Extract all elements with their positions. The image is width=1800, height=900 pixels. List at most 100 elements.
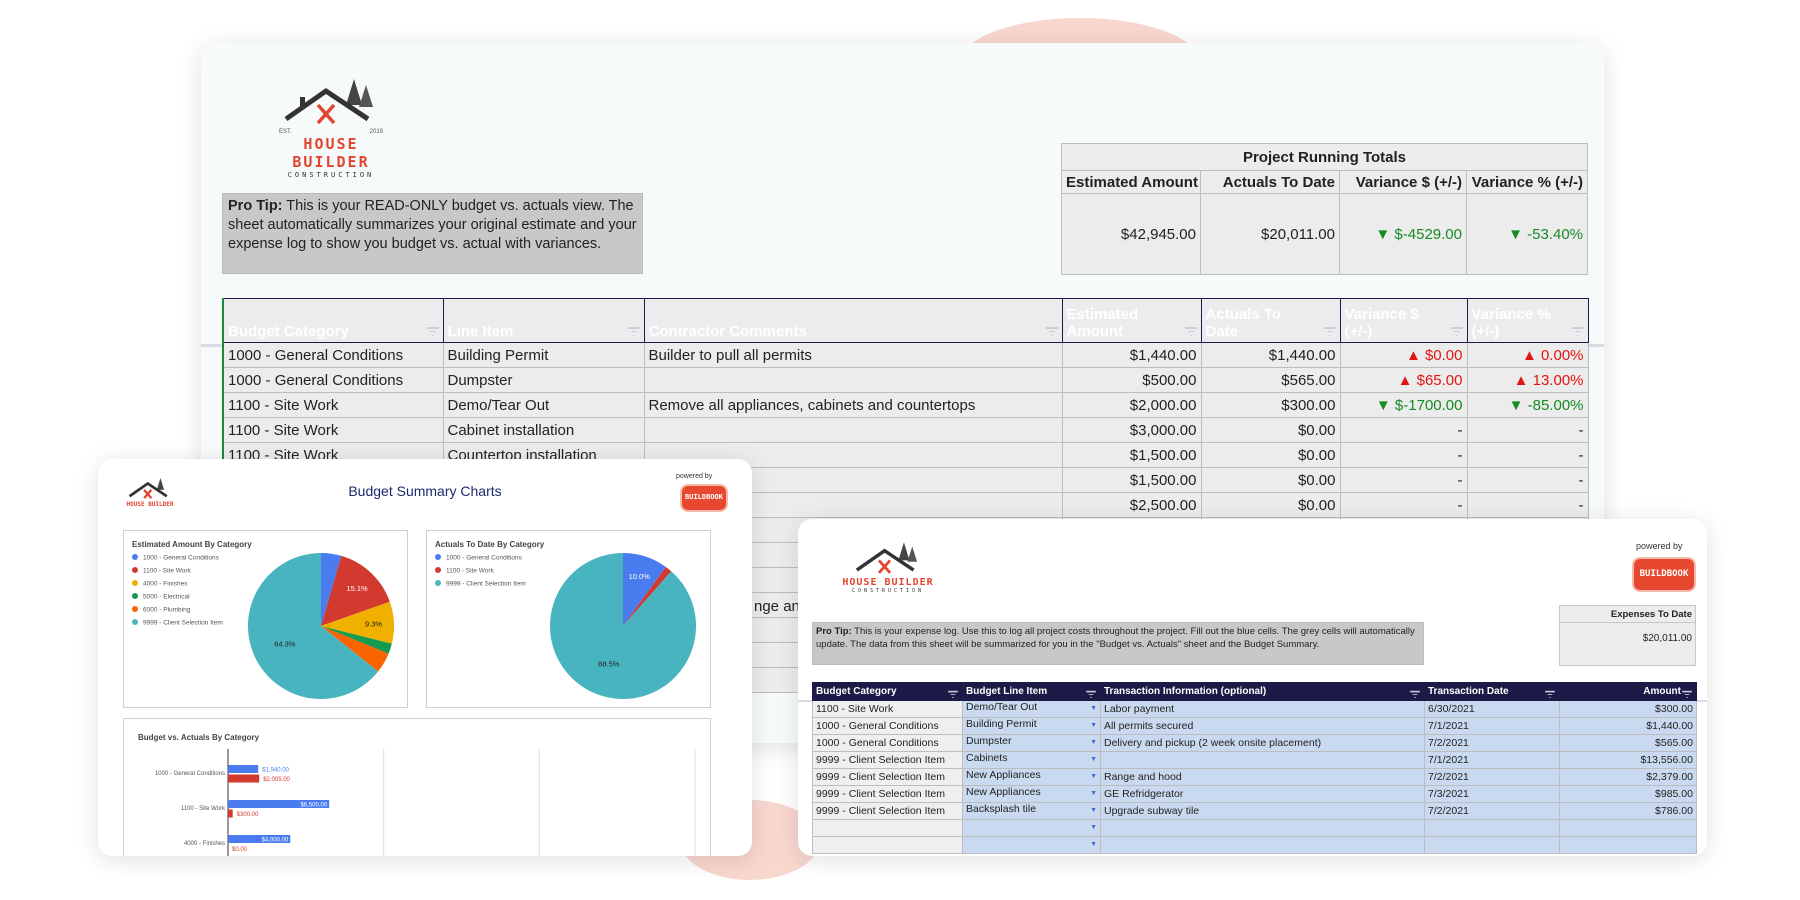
legend-label[interactable]: 6000 - Plumbing [143, 607, 191, 614]
filter-icon[interactable] [948, 690, 958, 698]
cell-var[interactable]: ▼ $-1700.00 [1339, 392, 1468, 418]
cell-var[interactable]: - [1339, 442, 1468, 468]
cell-info[interactable]: Upgrade subway tile [1100, 802, 1425, 820]
column-header[interactable]: Transaction Date [1424, 682, 1560, 701]
cell-item[interactable]: ▼ [962, 819, 1101, 837]
cell-info[interactable] [1100, 836, 1425, 854]
column-header[interactable]: Budget Category [812, 682, 963, 701]
pie-slice[interactable] [321, 626, 389, 672]
bar[interactable] [228, 835, 291, 843]
cell-amt[interactable]: $565.00 [1559, 734, 1697, 752]
column-header[interactable]: Actuals To Date [1200, 298, 1341, 343]
pie-slice[interactable] [321, 601, 394, 644]
cell-date[interactable]: 7/1/2021 [1424, 717, 1560, 735]
cell-act[interactable]: $1,440.00 [1200, 342, 1341, 368]
cell-item[interactable]: ▼ New Appliances [962, 768, 1101, 786]
cell-comment[interactable]: Remove all appliances, cabinets and coun… [643, 392, 1063, 418]
cell-amt[interactable]: $13,556.00 [1559, 751, 1697, 769]
pie-slice[interactable] [623, 566, 672, 626]
dropdown-arrow-icon[interactable]: ▼ [1090, 807, 1097, 814]
cell-cat[interactable]: 1000 - General Conditions [222, 367, 444, 393]
cell-cat[interactable]: 9999 - Client Selection Item [812, 751, 963, 769]
pie-slice[interactable] [623, 553, 666, 626]
dropdown-arrow-icon[interactable]: ▼ [1090, 722, 1097, 729]
cell-item[interactable]: ▼ Cabinets [962, 751, 1101, 769]
cell-info[interactable]: Range and hood [1100, 768, 1425, 786]
cell-date[interactable]: 7/2/2021 [1424, 768, 1560, 786]
cell-var[interactable]: ▲ $0.00 [1339, 342, 1468, 368]
cell-date[interactable]: 6/30/2021 [1424, 700, 1560, 718]
cell-cat[interactable]: 9999 - Client Selection Item [812, 802, 963, 820]
legend-label[interactable]: 1000 - General Conditions [446, 555, 523, 562]
cell-act[interactable]: $0.00 [1200, 417, 1341, 443]
cell-pct[interactable]: ▲ 13.00% [1466, 367, 1589, 393]
column-header[interactable]: Contractor Comments [643, 298, 1063, 343]
bar[interactable] [228, 774, 260, 783]
cell-item[interactable]: Demo/Tear Out [442, 392, 645, 418]
cell-item[interactable]: ▼ Building Permit [962, 717, 1101, 735]
filter-icon[interactable] [1450, 327, 1463, 336]
cell-info[interactable]: Delivery and pickup (2 week onsite place… [1100, 734, 1425, 752]
cell-cat[interactable] [812, 819, 963, 837]
legend-label[interactable]: 5000 - Electrical [143, 594, 190, 601]
cell-pct[interactable]: - [1466, 417, 1589, 443]
cell-est[interactable]: $3,000.00 [1061, 417, 1202, 443]
cell-var[interactable]: - [1339, 492, 1468, 518]
dropdown-arrow-icon[interactable]: ▼ [1090, 739, 1097, 746]
cell-cat[interactable]: 9999 - Client Selection Item [812, 785, 963, 803]
column-header[interactable]: Transaction Information (optional) [1100, 682, 1425, 701]
cell-est[interactable]: $1,440.00 [1061, 342, 1202, 368]
dropdown-arrow-icon[interactable]: ▼ [1090, 756, 1097, 763]
cell-amt[interactable] [1559, 836, 1697, 854]
dropdown-arrow-icon[interactable]: ▼ [1090, 773, 1097, 780]
dropdown-arrow-icon[interactable]: ▼ [1090, 841, 1097, 848]
legend-label[interactable]: 9999 - Client Selection Item [143, 620, 223, 627]
cell-amt[interactable] [1559, 819, 1697, 837]
pie-slice[interactable] [321, 555, 390, 626]
filter-icon[interactable] [1410, 690, 1420, 698]
cell-item[interactable]: ▼ [962, 836, 1101, 854]
cell-info[interactable]: All permits secured [1100, 717, 1425, 735]
filter-icon[interactable] [1323, 327, 1336, 336]
cell-pct[interactable]: - [1466, 442, 1589, 468]
cell-cat[interactable]: 1000 - General Conditions [222, 342, 444, 368]
cell-date[interactable]: 7/1/2021 [1424, 751, 1560, 769]
cell-amt[interactable]: $985.00 [1559, 785, 1697, 803]
cell-info[interactable] [1100, 751, 1425, 769]
cell-comment[interactable]: Builder to pull all permits [643, 342, 1063, 368]
cell-date[interactable]: 7/2/2021 [1424, 802, 1560, 820]
cell-est[interactable]: $1,500.00 [1061, 467, 1202, 493]
filter-icon[interactable] [1571, 327, 1584, 336]
dropdown-arrow-icon[interactable]: ▼ [1090, 790, 1097, 797]
legend-label[interactable]: 4000 - Finishes [143, 581, 188, 588]
dropdown-arrow-icon[interactable]: ▼ [1090, 705, 1097, 712]
cell-item[interactable]: Building Permit [442, 342, 645, 368]
cell-cat[interactable]: 9999 - Client Selection Item [812, 768, 963, 786]
cell-est[interactable]: $500.00 [1061, 367, 1202, 393]
cell-cat[interactable]: 1100 - Site Work [222, 417, 444, 443]
legend-label[interactable]: 1100 - Site Work [446, 568, 495, 575]
cell-item[interactable]: Cabinet installation [442, 417, 645, 443]
legend-label[interactable]: 9999 - Client Selection Item [446, 581, 526, 588]
filter-icon[interactable] [1184, 327, 1197, 336]
pie-slice[interactable] [248, 553, 379, 699]
cell-info[interactable]: Labor payment [1100, 700, 1425, 718]
filter-icon[interactable] [1682, 690, 1692, 698]
cell-info[interactable] [1100, 819, 1425, 837]
column-header[interactable]: Variance % (+/-) [1466, 298, 1589, 343]
cell-act[interactable]: $0.00 [1200, 467, 1341, 493]
cell-item[interactable]: ▼ New Appliances [962, 785, 1101, 803]
cell-cat[interactable]: 1100 - Site Work [812, 700, 963, 718]
column-header[interactable]: Line Item [442, 298, 645, 343]
cell-item[interactable]: ▼ Backsplash tile [962, 802, 1101, 820]
pie-slice[interactable] [550, 553, 696, 699]
cell-pct[interactable]: ▼ -85.00% [1466, 392, 1589, 418]
cell-pct[interactable]: ▲ 0.00% [1466, 342, 1589, 368]
dropdown-arrow-icon[interactable]: ▼ [1090, 824, 1097, 831]
cell-amt[interactable]: $300.00 [1559, 700, 1697, 718]
column-header[interactable]: Amount [1559, 682, 1697, 701]
legend-label[interactable]: 1000 - General Conditions [143, 555, 220, 562]
column-header[interactable]: Budget Line Item [962, 682, 1101, 701]
cell-act[interactable]: $0.00 [1200, 442, 1341, 468]
cell-cat[interactable]: 1000 - General Conditions [812, 717, 963, 735]
